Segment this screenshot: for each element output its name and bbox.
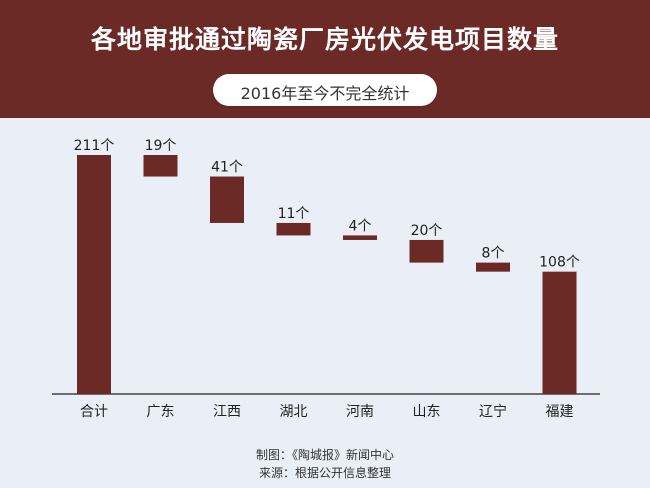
footer-source: 来源：根据公开信息整理 (258, 466, 391, 480)
bar-6 (476, 262, 510, 272)
bar-3 (276, 222, 311, 236)
bar-1 (143, 155, 178, 177)
category-label: 福建 (546, 404, 574, 420)
data-label: 8个 (482, 246, 505, 262)
bar-2 (210, 176, 244, 223)
footer-credit: 制图：《陶城报》新闻中心 (255, 448, 394, 462)
bar-7 (542, 271, 577, 394)
data-label: 20个 (411, 223, 443, 239)
category-label: 河南 (346, 404, 374, 420)
chart-title: 各地审批通过陶瓷厂房光伏发电项目数量 (90, 25, 559, 54)
category-label: 江西 (213, 404, 241, 420)
category-label: 合计 (80, 404, 108, 420)
subtitle-pill: 2016年至今不完全统计 (213, 74, 437, 106)
footer: 制图：《陶城报》新闻中心 来源：根据公开信息整理 (0, 446, 650, 482)
category-label: 广东 (147, 404, 175, 420)
bar-4 (343, 235, 377, 240)
bar-5 (409, 239, 444, 263)
data-label: 211个 (74, 138, 115, 154)
header-banner: 各地审批通过陶瓷厂房光伏发电项目数量 2016年至今不完全统计 (0, 0, 650, 118)
data-label: 4个 (349, 218, 372, 234)
category-label: 山东 (413, 404, 441, 420)
data-label: 11个 (278, 206, 310, 222)
data-label: 19个 (145, 138, 177, 154)
bar-0 (77, 155, 111, 394)
category-label: 湖北 (280, 404, 308, 420)
category-label: 辽宁 (479, 403, 507, 420)
data-label: 108个 (539, 255, 580, 271)
data-label: 41个 (211, 160, 243, 176)
chart-subtitle: 2016年至今不完全统计 (240, 84, 410, 103)
